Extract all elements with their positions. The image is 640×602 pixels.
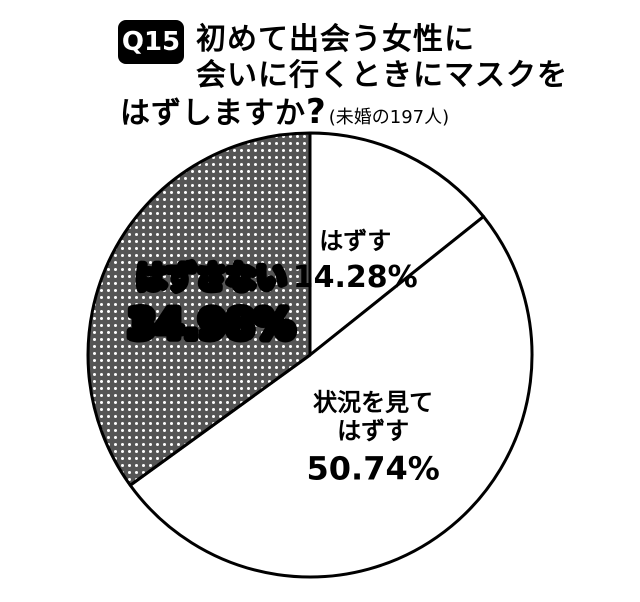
slice-label: はずす xyxy=(319,227,391,255)
slice-jokyo-wo-mite-hazusu xyxy=(128,215,534,579)
slice-label: はずす xyxy=(337,417,409,445)
title-line-3: はずしますか? (未婚の197人) xyxy=(120,94,449,136)
slice-value-label: 14.28% xyxy=(293,260,418,295)
slice-hazusanai xyxy=(86,131,312,487)
slice-value-label: 50.74% xyxy=(307,450,440,488)
slice-label: はずさない xyxy=(136,261,286,296)
slice-value-label: 34.98% xyxy=(128,302,295,348)
title-line-2: 会いに行くときにマスクを xyxy=(196,58,568,93)
slice-label: 状況を見て xyxy=(313,388,433,416)
title-line-3-text: はずしますか xyxy=(120,96,306,131)
sample-note: (未婚の197人) xyxy=(328,107,450,128)
slice-hazusu xyxy=(308,131,486,357)
question-number-badge: Q15 xyxy=(118,20,184,64)
question-mark: ? xyxy=(306,92,327,132)
title-line-1: 初めて出会う女性に xyxy=(196,22,475,57)
